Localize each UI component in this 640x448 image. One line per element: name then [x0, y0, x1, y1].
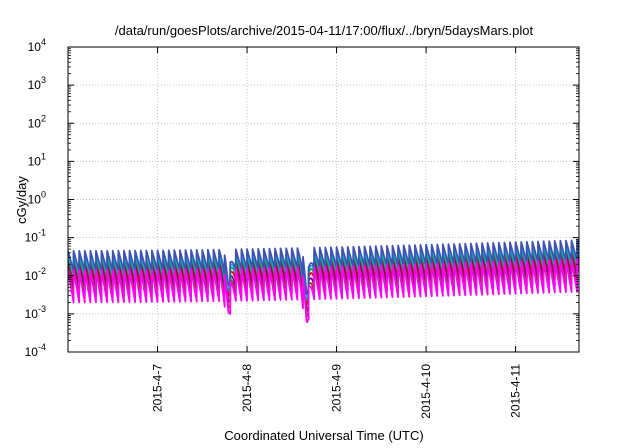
x-tick-label: 2015-4-9 [330, 364, 344, 412]
series-line [68, 239, 579, 296]
grid [68, 47, 579, 352]
x-tick-label: 2015-4-10 [419, 364, 433, 419]
x-tick-label: 2015-4-7 [151, 364, 165, 412]
y-tick-label: 10-4 [25, 342, 46, 359]
y-tick-label: 100 [28, 190, 46, 207]
x-axis-label: Coordinated Universal Time (UTC) [224, 428, 423, 443]
series-line [68, 249, 579, 306]
series-line [68, 258, 579, 324]
x-tick-label: 2015-4-8 [240, 364, 254, 412]
chart-title: /data/run/goesPlots/archive/2015-04-11/1… [115, 23, 534, 38]
y-tick-label: 102 [28, 113, 46, 130]
y-axis-label: cGy/day [14, 176, 29, 224]
y-tick-label: 10-1 [25, 228, 46, 245]
y-tick-label: 103 [28, 75, 46, 92]
y-tick-label: 101 [28, 151, 46, 168]
x-axis: 2015-4-7 2015-4-8 2015-4-9 2015-4-10 2015-4-… [151, 47, 523, 419]
y-tick-label: 10-3 [25, 304, 46, 321]
x-tick-label: 2015-4-11 [509, 364, 523, 418]
y-axis: 10-4 10-3 10-2 10-1 100 101 102 103 104 [25, 37, 579, 359]
y-tick-label: 10-2 [25, 266, 46, 283]
y-tick-label: 104 [28, 37, 46, 54]
series-group [68, 239, 579, 324]
